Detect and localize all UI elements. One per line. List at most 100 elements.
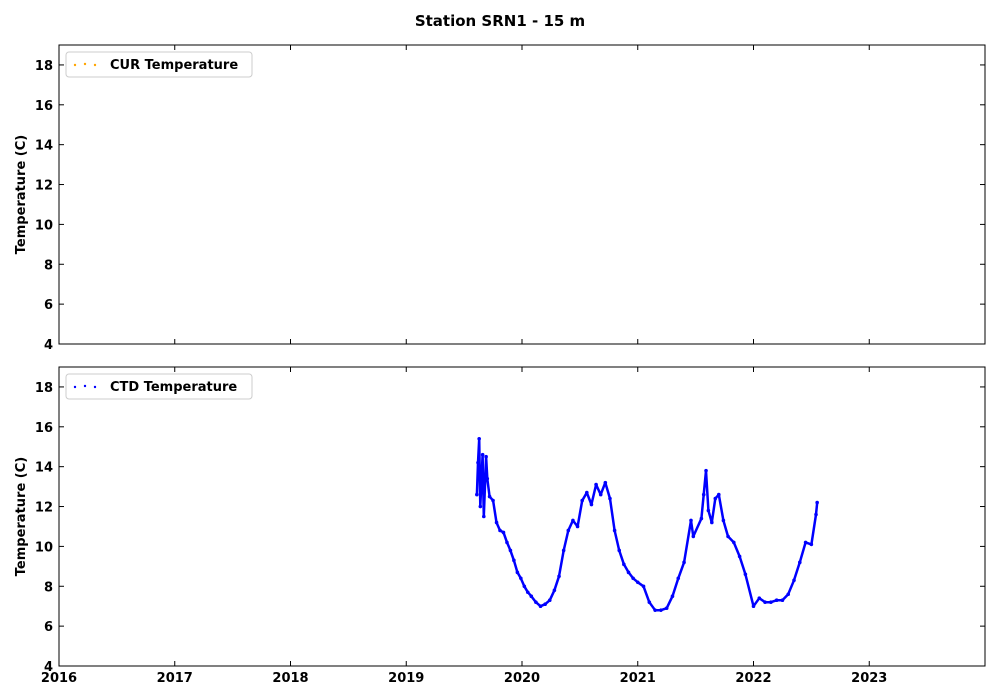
data-point: [512, 558, 516, 563]
data-point: [786, 592, 791, 597]
legend-marker: [83, 384, 87, 388]
data-point: [561, 548, 566, 553]
data-point: [547, 598, 552, 603]
data-point: [482, 514, 486, 519]
y-tick-label: 4: [44, 660, 53, 675]
data-point: [505, 540, 509, 545]
data-point: [721, 518, 726, 523]
data-point: [726, 534, 730, 539]
data-point: [769, 600, 773, 605]
data-point: [589, 502, 594, 507]
figure-title: Station SRN1 - 15 m: [415, 12, 585, 30]
y-tick-label: 18: [35, 381, 53, 396]
y-axis-label: Temperature (C): [14, 135, 29, 254]
data-point: [763, 600, 767, 605]
data-point: [706, 508, 711, 513]
legend-marker: [83, 62, 87, 66]
y-tick-label: 14: [35, 139, 53, 154]
data-point: [710, 520, 714, 525]
legend: CUR Temperature: [65, 51, 253, 78]
data-point: [538, 604, 543, 608]
data-point: [552, 588, 557, 593]
data-point: [641, 584, 646, 589]
x-tick-label: 2019: [388, 671, 424, 686]
top-panel: 4 6 8 10 12 14 16 18 Temperature (C) CUR Temperat…: [14, 44, 986, 353]
data-point: [575, 524, 580, 529]
data-point: [814, 512, 818, 517]
data-point: [732, 540, 736, 545]
axes-frame: [58, 366, 986, 667]
y-tick-label: 8: [44, 580, 53, 595]
data-point: [484, 454, 488, 459]
data-point: [487, 494, 492, 499]
data-point: [809, 542, 814, 547]
data-point: [691, 534, 696, 539]
y-tick-label: 12: [35, 179, 53, 194]
data-series: [475, 436, 819, 612]
legend-box: [65, 51, 253, 78]
y-tick-label: 16: [35, 99, 53, 114]
data-point: [476, 460, 480, 465]
legend-marker: [73, 385, 77, 389]
data-point: [612, 528, 617, 533]
data-point: [676, 576, 681, 581]
data-point: [594, 482, 598, 487]
data-point: [543, 602, 547, 607]
data-point: [598, 492, 603, 497]
data-point: [701, 492, 706, 497]
data-point: [699, 516, 704, 521]
data-point: [498, 528, 502, 533]
data-point: [815, 500, 819, 505]
data-point: [480, 452, 485, 457]
data-point: [682, 560, 686, 565]
x-tick-label: 2023: [851, 671, 887, 686]
data-point: [566, 528, 571, 533]
data-point: [477, 436, 481, 441]
legend-label: CUR Temperature: [110, 58, 238, 73]
x-tick-label: 2021: [620, 671, 656, 686]
data-point: [659, 608, 663, 612]
data-point: [478, 504, 483, 509]
bottom-panel: 4 6 8 10 12 14 16 18 2016 2017 2018 2019 2020 2021 202…: [14, 366, 986, 686]
legend-marker: [73, 63, 77, 67]
data-point: [647, 600, 652, 605]
y-tick-label: 10: [35, 218, 53, 233]
y-tick-label: 4: [44, 338, 53, 353]
legend: CTD Temperature: [65, 373, 253, 400]
series-line: [475, 437, 819, 612]
data-point: [713, 496, 718, 501]
data-point: [798, 560, 802, 565]
data-point: [525, 590, 530, 595]
data-point: [664, 606, 669, 610]
legend-label: CTD Temperature: [110, 380, 237, 395]
x-tick-label: 2022: [735, 671, 771, 686]
data-point: [519, 576, 523, 581]
y-tick-label: 6: [44, 620, 53, 635]
data-point: [494, 520, 499, 525]
y-tick-label: 14: [35, 461, 53, 476]
data-point: [774, 598, 779, 603]
data-point: [475, 492, 479, 497]
data-point: [580, 498, 584, 503]
data-point: [803, 540, 808, 545]
data-point: [603, 480, 608, 485]
data-point: [716, 492, 721, 497]
data-point: [501, 530, 506, 535]
data-point: [529, 594, 534, 599]
y-tick-label: 18: [35, 59, 53, 74]
y-tick-label: 16: [35, 421, 53, 436]
y-tick-label: 8: [44, 258, 53, 273]
data-point: [571, 518, 575, 523]
data-point: [757, 596, 762, 601]
y-tick-label: 12: [35, 501, 53, 516]
y-tick-label: 6: [44, 298, 53, 313]
data-point: [737, 554, 742, 559]
x-tick-label: 2016: [41, 671, 77, 686]
x-tick-label: 2018: [272, 671, 308, 686]
data-point: [557, 574, 561, 579]
data-point: [534, 600, 538, 605]
data-point: [522, 584, 527, 589]
data-point: [631, 576, 635, 581]
data-point: [635, 580, 640, 585]
data-point: [689, 518, 693, 523]
